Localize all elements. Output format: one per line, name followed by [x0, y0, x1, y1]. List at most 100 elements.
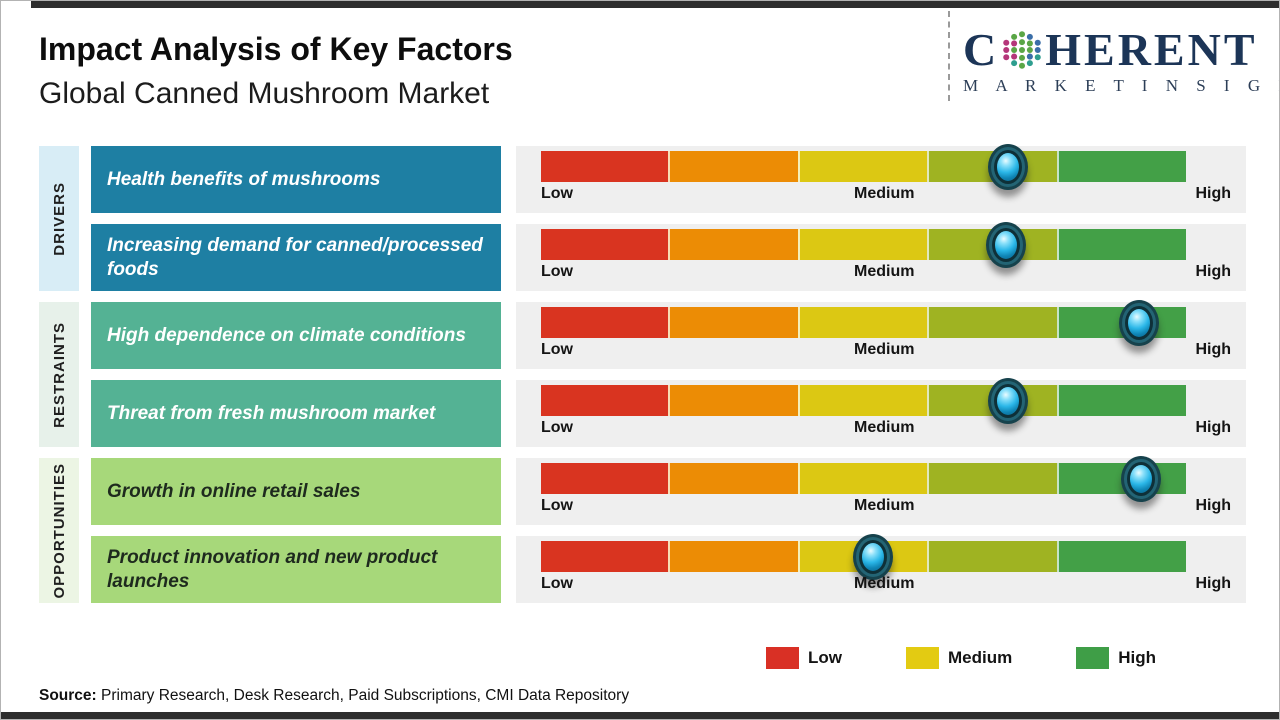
scale-label-low: Low	[541, 497, 573, 514]
impact-row: Threat from fresh mushroom market Low Me…	[91, 377, 1246, 447]
scale-labels: Low Medium High	[541, 575, 1231, 593]
factor-box: Health benefits of mushrooms	[91, 146, 501, 213]
source-prefix: Source:	[39, 687, 97, 704]
legend-item-low: Low	[766, 647, 842, 669]
bar-segment-medium	[797, 307, 928, 338]
legend-label: Low	[808, 648, 842, 667]
scale-label-low: Low	[541, 185, 573, 202]
bar-segment-low-mid	[668, 307, 798, 338]
bar-segment-low	[541, 307, 669, 338]
impact-gradient-bar	[541, 143, 1187, 190]
scale-labels: Low Medium High	[541, 341, 1231, 359]
page-title: Impact Analysis of Key Factors	[39, 31, 513, 67]
bar-segment-high	[1056, 385, 1187, 416]
group-opportunities: OPPORTUNITIES Growth in online retail sa…	[39, 455, 1246, 603]
group-rows: Growth in online retail sales Low Medium…	[91, 455, 1246, 603]
impact-scale-panel: Low Medium High	[516, 377, 1246, 447]
scale-label-high: High	[1195, 419, 1231, 436]
bar-segment-high	[1056, 541, 1187, 572]
scale-label-medium: Medium	[854, 419, 915, 436]
bar-segment-low	[541, 541, 669, 572]
bar-segment-low-mid	[668, 385, 798, 416]
impact-marker-icon	[986, 221, 1027, 268]
legend-label: High	[1118, 648, 1157, 667]
scale-labels: Low Medium High	[541, 185, 1231, 203]
legend: Low Medium High	[766, 647, 1156, 669]
legend-swatch-high	[1076, 647, 1110, 669]
scale-label-medium: Medium	[854, 497, 915, 514]
factor-box: High dependence on climate conditions	[91, 302, 501, 369]
scale-label-high: High	[1195, 341, 1231, 358]
legend-item-high: High	[1076, 647, 1156, 669]
impact-marker-icon	[987, 143, 1028, 190]
scale-label-medium: Medium	[854, 185, 915, 202]
impact-marker-icon	[853, 533, 894, 580]
legend-label: Medium	[948, 648, 1013, 667]
bar-segment-medium	[797, 229, 928, 260]
top-border-strip	[31, 1, 1279, 8]
factor-box: Growth in online retail sales	[91, 458, 501, 525]
scale-label-high: High	[1195, 497, 1231, 514]
bar-segment-low-mid	[668, 151, 798, 182]
impact-gradient-bar	[541, 299, 1187, 346]
group-restraints: RESTRAINTS High dependence on climate co…	[39, 299, 1246, 447]
scale-label-low: Low	[541, 419, 573, 436]
bar-segment-mid-high	[927, 463, 1057, 494]
scale-label-low: Low	[541, 575, 573, 592]
scale-labels: Low Medium High	[541, 497, 1231, 515]
impact-row: Health benefits of mushrooms Low Medium …	[91, 143, 1246, 213]
category-label-text: DRIVERS	[50, 181, 68, 256]
factor-box: Threat from fresh mushroom market	[91, 380, 501, 447]
bar-segment-mid-high	[927, 307, 1057, 338]
impact-row: Product innovation and new product launc…	[91, 533, 1246, 603]
bar-segment-low-mid	[668, 541, 798, 572]
bottom-border-strip	[1, 712, 1279, 719]
brand-wordmark: C HERENT	[963, 27, 1263, 73]
impact-marker-icon	[1120, 455, 1161, 502]
bar-segment-low	[541, 385, 669, 416]
bar-segment-low	[541, 151, 669, 182]
scale-label-medium: Medium	[854, 263, 915, 280]
bar-segment-high	[1056, 151, 1187, 182]
bar-segment-low-mid	[668, 463, 798, 494]
scale-labels: Low Medium High	[541, 419, 1231, 437]
scale-label-medium: Medium	[854, 341, 915, 358]
impact-gradient-bar	[541, 377, 1187, 424]
scale-label-low: Low	[541, 263, 573, 280]
header: Impact Analysis of Key Factors Global Ca…	[39, 31, 513, 111]
bar-segment-low-mid	[668, 229, 798, 260]
brand-subtitle: M A R K E T I N S I G H T S	[963, 76, 1279, 95]
brand-letters-rest: HERENT	[1045, 24, 1258, 75]
group-rows: Health benefits of mushrooms Low Medium …	[91, 143, 1246, 291]
bar-segment-low	[541, 463, 669, 494]
brand-letter-c: C	[963, 24, 1000, 75]
factor-box: Product innovation and new product launc…	[91, 536, 501, 603]
category-label-restraints: RESTRAINTS	[39, 302, 79, 447]
impact-scale-panel: Low Medium High	[516, 221, 1246, 291]
scale-label-low: Low	[541, 341, 573, 358]
brand-logo: C HERENT M A R K E T I N S I G H T S	[963, 27, 1279, 96]
impact-gradient-bar	[541, 533, 1187, 580]
bar-segment-low	[541, 229, 669, 260]
scale-label-high: High	[1195, 185, 1231, 202]
bar-segment-medium	[797, 151, 928, 182]
scale-label-medium: Medium	[854, 575, 915, 592]
scale-label-high: High	[1195, 263, 1231, 280]
scale-label-high: High	[1195, 575, 1231, 592]
category-label-text: OPPORTUNITIES	[50, 462, 68, 599]
group-rows: High dependence on climate conditions Lo…	[91, 299, 1246, 447]
impact-scale-panel: Low Medium High	[516, 299, 1246, 369]
impact-scale-panel: Low Medium High	[516, 533, 1246, 603]
impact-scale-panel: Low Medium High	[516, 143, 1246, 213]
bar-segment-mid-high	[927, 541, 1057, 572]
page-subtitle: Global Canned Mushroom Market	[39, 77, 490, 110]
impact-scale-panel: Low Medium High	[516, 455, 1246, 525]
source-text: Primary Research, Desk Research, Paid Su…	[96, 687, 630, 704]
dashed-divider	[948, 11, 950, 101]
impact-row: Growth in online retail sales Low Medium…	[91, 455, 1246, 525]
bar-segment-high	[1056, 229, 1187, 260]
impact-gradient-bar	[541, 221, 1187, 268]
dot-globe-icon	[1003, 31, 1042, 69]
source-line: Source: Primary Research, Desk Research,…	[39, 687, 629, 705]
